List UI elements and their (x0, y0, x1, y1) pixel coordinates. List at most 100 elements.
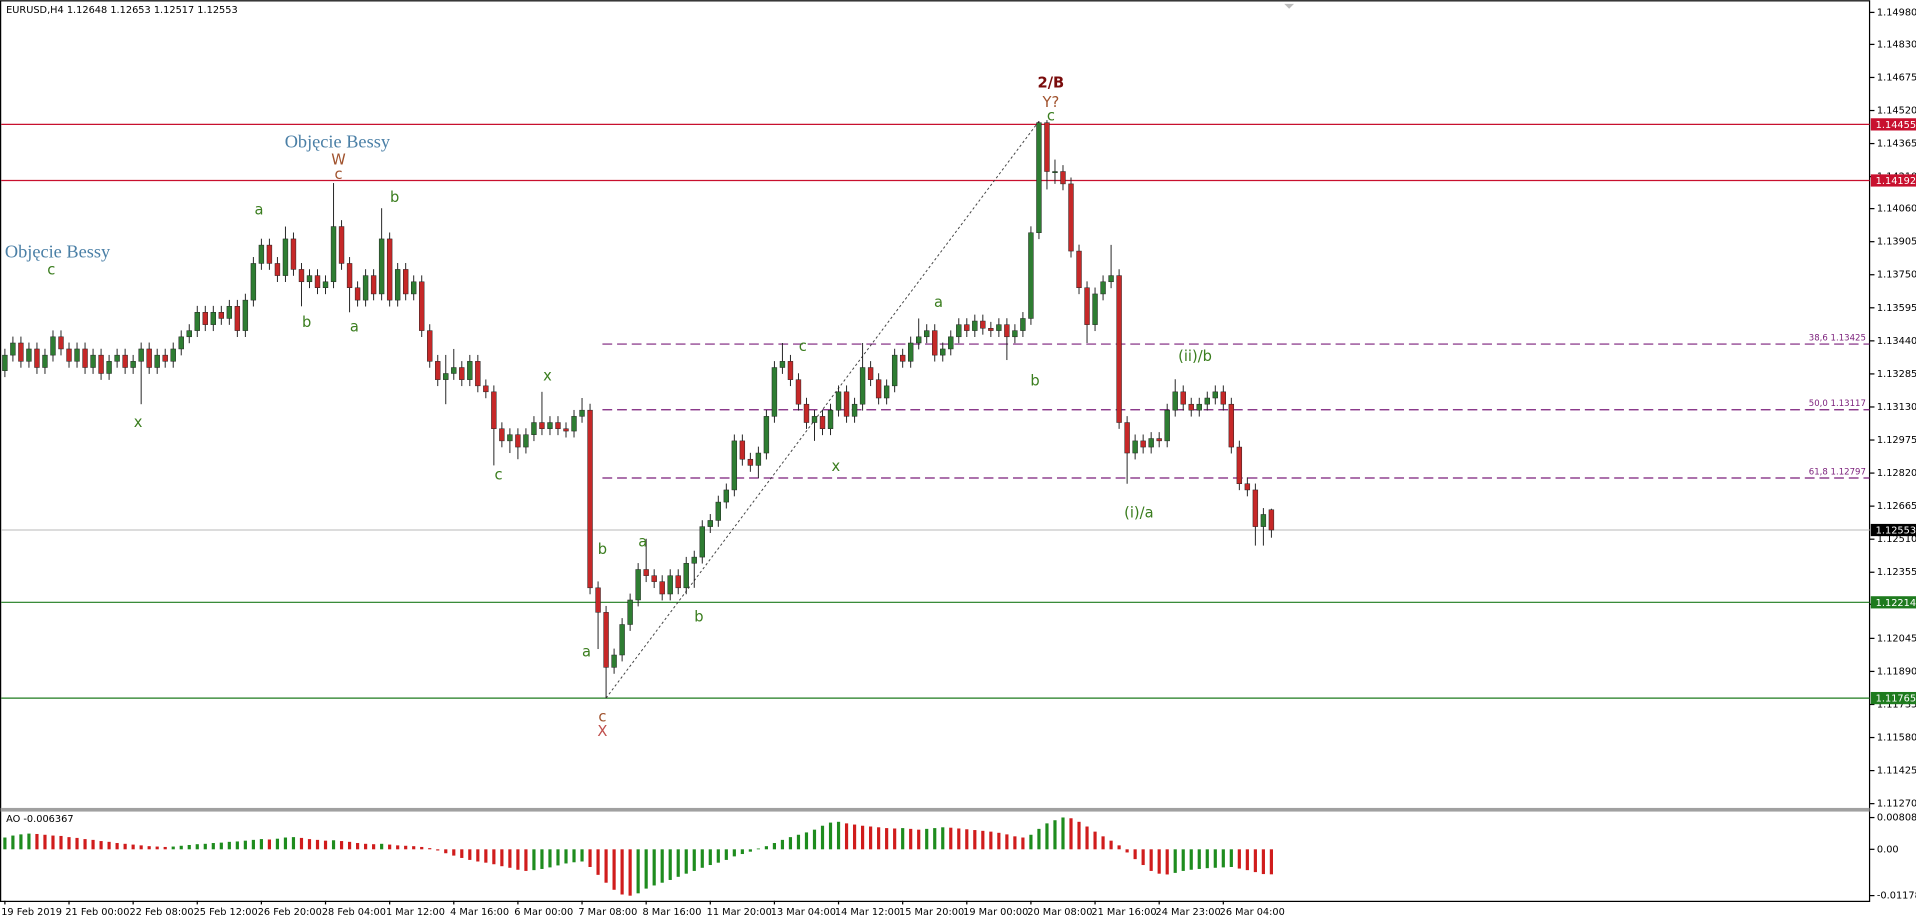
candle-body (1156, 438, 1162, 442)
x-tick-label: 7 Mar 08:00 (578, 907, 637, 918)
ao-bar (1125, 849, 1129, 853)
price-box-label: 1.12214 (1876, 598, 1916, 609)
ao-bar (516, 849, 520, 870)
ao-bar (973, 830, 977, 850)
ao-bar (163, 846, 167, 850)
price-box (1870, 118, 1916, 131)
ao-bar (716, 849, 720, 863)
candle-body (362, 275, 369, 301)
wave-label: a (255, 201, 264, 218)
candle-body (218, 312, 225, 319)
candle-body (154, 354, 160, 368)
y-tick-label: 1.12820 (1877, 468, 1916, 479)
wave-label: a (934, 294, 943, 311)
ao-bar (804, 832, 809, 850)
ao-bar (155, 846, 159, 850)
ao-bar (612, 849, 616, 890)
y-tick-label: 1.12045 (1877, 633, 1916, 644)
ao-bar (1197, 849, 1201, 869)
candle-body (10, 342, 16, 356)
wave-label: b (1030, 372, 1039, 389)
ao-bar (628, 849, 632, 896)
candle-body (411, 281, 417, 295)
ao-bar (315, 839, 320, 850)
x-tick-label: 22 Feb 08:00 (129, 907, 193, 918)
candle-body (659, 581, 665, 595)
candle-body (1100, 281, 1106, 295)
wave-label: b (694, 608, 703, 625)
ao-bar (965, 829, 969, 850)
candle-body (234, 306, 241, 331)
ao-bar (989, 831, 993, 850)
candle-body (202, 312, 208, 325)
candle-body (972, 320, 978, 331)
ao-bar (660, 849, 664, 883)
candle-body (499, 428, 505, 442)
y-tick-label: 1.11270 (1877, 799, 1916, 810)
candle-body (194, 312, 200, 331)
ao-bar (684, 849, 688, 874)
ao-bar (1117, 845, 1121, 850)
ao-bar (444, 849, 448, 854)
ao-bar (388, 844, 392, 850)
candle-body (571, 416, 577, 432)
candle-body (419, 281, 425, 331)
candle-body (483, 385, 489, 393)
candle-body (867, 367, 874, 380)
candle-body (354, 287, 361, 301)
ao-bar (171, 846, 175, 850)
y-tick-label: 1.13285 (1877, 369, 1916, 380)
ao-bar (780, 839, 785, 850)
ao-bar (187, 844, 191, 850)
ao-bar (901, 828, 905, 850)
ao-bar (1189, 849, 1193, 870)
candle-body (843, 391, 850, 417)
ao-bar (604, 849, 608, 883)
ao-bar (452, 849, 456, 856)
scroll-marker (1284, 3, 1295, 9)
candle-body (547, 422, 553, 429)
candle-body (819, 416, 826, 429)
candle-body (1180, 391, 1186, 405)
ao-bar (828, 822, 833, 850)
candle-body (811, 416, 818, 423)
y-tick-label: 1.11890 (1877, 666, 1916, 677)
x-tick-label: 26 Mar 04:00 (1220, 907, 1285, 918)
wave-label: b (302, 314, 311, 331)
ao-bar (572, 849, 576, 863)
ao-bar (836, 821, 841, 850)
candle-body (290, 238, 297, 270)
plot-frame (0, 0, 1871, 903)
ao-bar (949, 827, 953, 850)
ao-bar (740, 849, 744, 855)
ao-bar (748, 849, 752, 852)
ao-bar (476, 849, 480, 862)
y-tick-label: 1.14060 (1877, 204, 1916, 215)
ao-bar (933, 828, 937, 850)
ao-bar (291, 837, 296, 850)
candle-body (386, 238, 393, 301)
ao-bar (251, 839, 255, 850)
ao-bar (508, 849, 512, 868)
fib-label: 50,0 1.13117 (1809, 399, 1866, 409)
ao-bar (1205, 849, 1209, 869)
ao-bar (179, 845, 183, 850)
candle-body (587, 409, 593, 589)
wave-label: c (799, 338, 807, 355)
candle-body (899, 354, 906, 362)
ao-bar (668, 849, 672, 880)
candle-body (170, 348, 176, 362)
wave-label: x (134, 414, 143, 431)
candle-body (731, 440, 738, 491)
ao-bar (323, 840, 328, 850)
candle-body (1012, 330, 1018, 338)
ao-bar (1077, 821, 1081, 850)
candle-body (427, 330, 433, 362)
candle-body (378, 238, 385, 295)
candle-body (651, 575, 657, 582)
ao-bar (1093, 831, 1097, 850)
candle-body (779, 361, 786, 368)
candle-body (370, 275, 377, 295)
candle-body (491, 391, 497, 429)
x-tick-label: 21 Feb 00:00 (65, 907, 129, 918)
